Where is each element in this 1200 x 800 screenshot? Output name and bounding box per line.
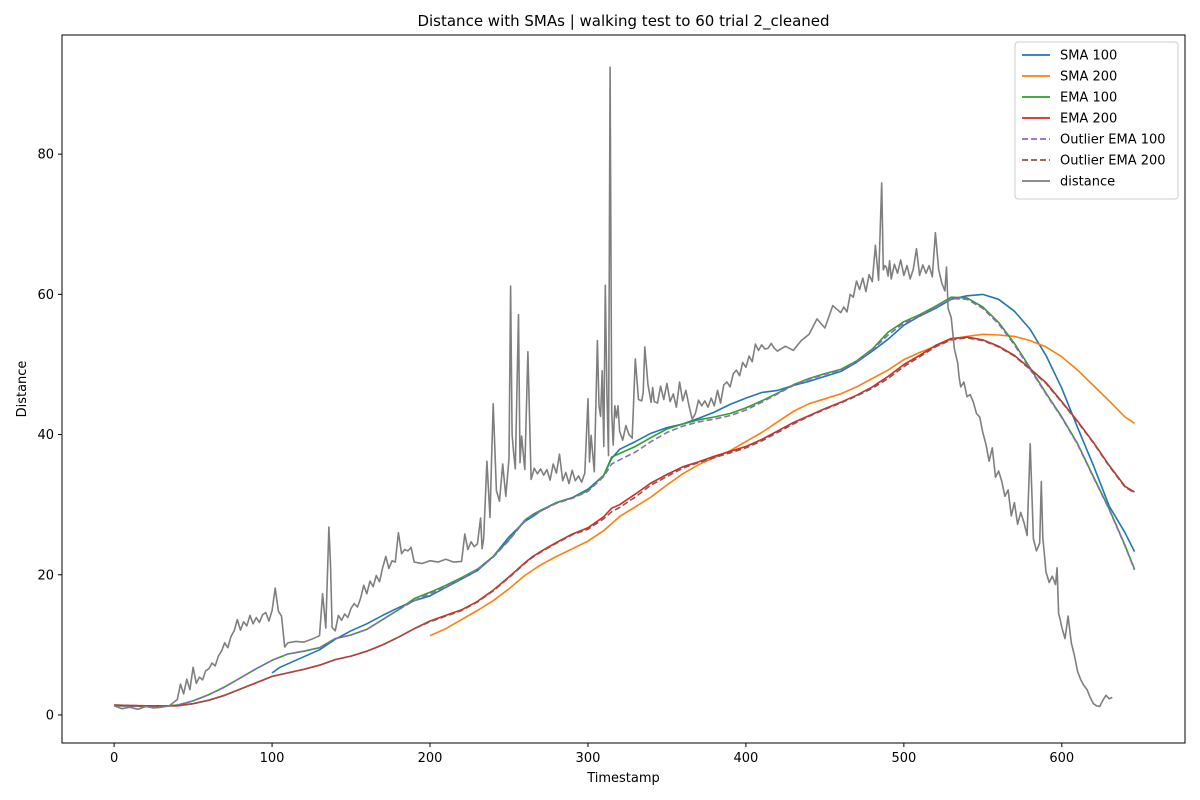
legend-label: Outlier EMA 100 <box>1060 133 1166 148</box>
series-line-outlier-ema-100 <box>114 297 1136 708</box>
axes-frame <box>61 34 1186 744</box>
x-tick-label: 400 <box>733 751 758 766</box>
legend-label: SMA 200 <box>1060 70 1117 85</box>
legend-label: distance <box>1060 175 1115 190</box>
series-line-ema-200 <box>114 336 1135 707</box>
plot-area <box>113 66 1136 711</box>
x-axis-label: Timestamp <box>586 771 660 786</box>
legend-label: EMA 200 <box>1060 112 1117 127</box>
y-tick-label: 80 <box>37 148 54 163</box>
y-tick-label: 40 <box>37 428 54 443</box>
x-tick-label: 600 <box>1049 751 1074 766</box>
x-tick-label: 200 <box>418 751 443 766</box>
series-line-distance <box>113 66 1113 711</box>
chart-title: Distance with SMAs | walking test to 60 … <box>417 12 829 31</box>
series-line-sma-200 <box>429 333 1135 637</box>
y-tick-label: 0 <box>46 708 54 723</box>
x-tick-label: 300 <box>576 751 601 766</box>
legend: SMA 100 SMA 200 EMA 100 EMA 200 Outlier EMA … <box>1014 41 1179 200</box>
x-tick-label: 500 <box>891 751 916 766</box>
series-line-outlier-ema-200 <box>114 336 1135 707</box>
x-tick-label: 0 <box>110 751 118 766</box>
axis-ticks: 0 100 200 300 400 500 600 0 20 40 60 80 <box>37 148 1074 766</box>
legend-box <box>1014 41 1179 200</box>
y-axis-label: Distance <box>15 361 30 418</box>
y-tick-label: 60 <box>37 288 54 303</box>
x-tick-label: 100 <box>260 751 285 766</box>
legend-label: Outlier EMA 200 <box>1060 154 1166 169</box>
legend-label: EMA 100 <box>1060 91 1117 106</box>
legend-label: SMA 100 <box>1060 49 1117 64</box>
y-tick-label: 20 <box>37 568 54 583</box>
